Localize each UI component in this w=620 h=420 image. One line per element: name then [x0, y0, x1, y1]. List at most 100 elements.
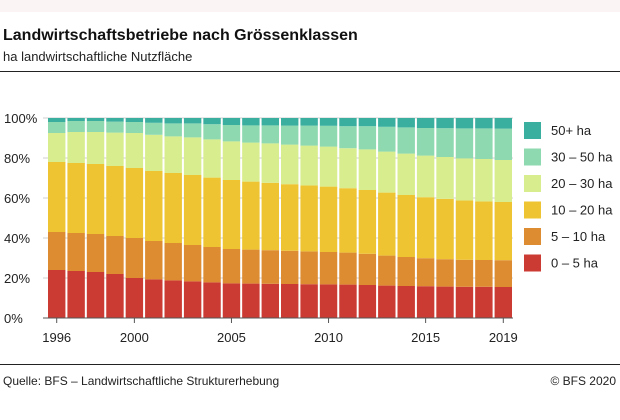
- bar-segment-1996-4: [48, 122, 66, 133]
- bar-segment-2001-5: [145, 118, 163, 123]
- bar-segment-1996-3: [48, 133, 66, 162]
- bar-segment-2005-1: [222, 249, 241, 284]
- bar-segment-2004-0: [203, 282, 221, 318]
- bar-segment-2001-0: [145, 279, 163, 318]
- bar-segment-2017-5: [455, 118, 474, 129]
- bar-segment-2016-5: [436, 118, 454, 129]
- bar-segment-2011-1: [339, 252, 357, 285]
- bar-segment-2004-5: [203, 118, 221, 125]
- bar-segment-2011-5: [339, 118, 357, 127]
- bar-segment-2014-3: [397, 153, 415, 195]
- bar-segment-2017-3: [455, 158, 474, 201]
- bar-segment-2000-1: [125, 238, 144, 278]
- bar-segment-2003-3: [183, 137, 202, 175]
- bar-segment-2014-0: [397, 286, 415, 318]
- bar-segment-2016-3: [436, 157, 454, 199]
- bar-segment-2000-4: [125, 122, 144, 133]
- footer-divider: [0, 364, 620, 365]
- copyright-note: © BFS 2020: [550, 374, 616, 388]
- bar-segment-1996-1: [48, 232, 66, 270]
- bar-segment-2007-1: [261, 250, 279, 284]
- bar-segment-2010-2: [319, 186, 338, 252]
- bar-segment-2002-3: [164, 136, 182, 173]
- bar-segment-2002-2: [164, 173, 182, 243]
- bar-segment-2014-5: [397, 118, 415, 128]
- bar-segment-2011-2: [339, 188, 357, 253]
- bar-segment-2013-1: [378, 255, 396, 286]
- bar-segment-1999-1: [106, 236, 124, 274]
- bar-segment-1997-0: [67, 271, 85, 318]
- bar-segment-2003-0: [183, 281, 202, 318]
- y-axis: 0% 20% 40% 60% 80% 100%: [4, 111, 38, 326]
- y-tick-label: 60%: [4, 191, 30, 206]
- bar-segment-2006-2: [242, 181, 260, 250]
- legend-swatch: [524, 148, 541, 166]
- bar-segment-2009-3: [300, 145, 318, 186]
- bar-segment-2016-2: [436, 198, 454, 260]
- bar-segment-2019-4: [494, 128, 512, 160]
- bar-segment-2012-4: [358, 126, 377, 150]
- legend-label: 30 – 50 ha: [551, 150, 613, 165]
- bar-segment-2000-2: [125, 168, 144, 238]
- bar-segment-1996-2: [48, 162, 66, 232]
- bar-segment-2003-5: [183, 118, 202, 124]
- bar-segment-2012-2: [358, 190, 377, 254]
- bar-segment-2008-2: [281, 184, 299, 251]
- bar-segment-2001-1: [145, 241, 163, 280]
- header-divider: [0, 71, 620, 72]
- bar-segment-2004-4: [203, 124, 221, 140]
- bar-segment-2013-5: [378, 118, 396, 127]
- bar-segment-2002-5: [164, 118, 182, 124]
- bar-segment-2008-5: [281, 118, 299, 126]
- bar-segment-2012-1: [358, 253, 377, 285]
- bar-segment-1997-4: [67, 121, 85, 132]
- x-tick-label: 2000: [120, 330, 149, 345]
- bar-segment-1999-5: [106, 118, 124, 122]
- bar-segment-2007-3: [261, 143, 279, 183]
- bar-segment-2018-3: [475, 159, 493, 202]
- bar-segment-2016-0: [436, 286, 454, 318]
- bar-segment-2015-0: [416, 286, 435, 318]
- bar-segment-2005-2: [222, 180, 241, 249]
- bar-segment-2012-3: [358, 149, 377, 190]
- bar-segment-2010-5: [319, 118, 338, 126]
- source-note: Quelle: BFS – Landwirtschaftliche Strukt…: [3, 374, 280, 388]
- bar-segment-2015-2: [416, 197, 435, 259]
- bar-segment-2017-2: [455, 200, 474, 260]
- bar-segment-2001-3: [145, 134, 163, 171]
- bar-segment-2009-1: [300, 251, 318, 285]
- bar-segment-2015-5: [416, 118, 435, 128]
- y-tick-label: 40%: [4, 231, 30, 246]
- bar-segment-2015-3: [416, 155, 435, 198]
- x-tick-label: 2019: [489, 330, 518, 345]
- bar-segment-1998-5: [86, 118, 105, 121]
- bar-segment-2009-5: [300, 118, 318, 126]
- bar-segment-1996-5: [48, 118, 66, 122]
- bar-segment-2006-4: [242, 125, 260, 143]
- bar-segment-1999-4: [106, 121, 124, 133]
- y-tick-label: 80%: [4, 151, 30, 166]
- bar-segment-2001-2: [145, 171, 163, 241]
- bar-segment-1998-0: [86, 272, 105, 318]
- bar-segment-2019-5: [494, 118, 512, 129]
- bar-segment-2006-1: [242, 249, 260, 284]
- bar-segment-2017-0: [455, 286, 474, 318]
- bar-segment-2003-2: [183, 175, 202, 245]
- bar-segment-2002-4: [164, 123, 182, 137]
- bar-segment-2005-0: [222, 283, 241, 318]
- bar-segment-2018-5: [475, 118, 493, 129]
- y-tick-label: 20%: [4, 271, 30, 286]
- x-tick-label: 2010: [314, 330, 343, 345]
- bar-segment-2014-2: [397, 195, 415, 257]
- bar-segment-1999-3: [106, 132, 124, 166]
- bar-segment-1996-0: [48, 270, 66, 318]
- bar-segment-2002-0: [164, 280, 182, 318]
- bar-segment-2003-1: [183, 245, 202, 282]
- bar-segment-2019-0: [494, 287, 512, 318]
- bar-segment-2006-5: [242, 118, 260, 126]
- bar-segment-2011-0: [339, 284, 357, 318]
- bars: [48, 118, 512, 318]
- bar-segment-1998-4: [86, 121, 105, 132]
- y-tick-label: 100%: [4, 111, 38, 126]
